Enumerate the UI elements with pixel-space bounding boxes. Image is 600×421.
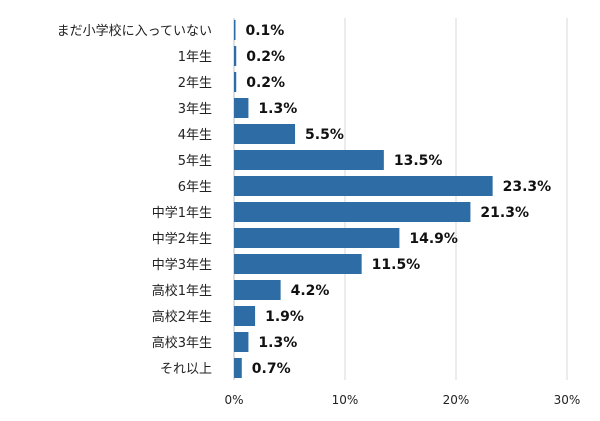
category-label: まだ小学校に入っていない bbox=[57, 23, 212, 39]
x-tick-label: 0% bbox=[224, 393, 243, 407]
category-label: 高校3年生 bbox=[152, 335, 212, 351]
category-label: 高校2年生 bbox=[152, 309, 212, 325]
bar bbox=[234, 228, 400, 248]
bar bbox=[234, 124, 296, 144]
data-label: 14.9% bbox=[409, 231, 458, 247]
data-label: 11.5% bbox=[372, 257, 421, 273]
category-label: 中学3年生 bbox=[152, 257, 212, 273]
data-label: 1.3% bbox=[258, 335, 297, 351]
x-tick-label: 10% bbox=[332, 393, 359, 407]
bar bbox=[234, 332, 249, 352]
category-label: 中学1年生 bbox=[152, 205, 212, 221]
bar bbox=[234, 72, 237, 92]
category-label: 高校1年生 bbox=[152, 283, 212, 299]
category-label: それ以上 bbox=[160, 362, 212, 377]
data-label: 0.2% bbox=[246, 75, 285, 91]
bar bbox=[234, 202, 471, 222]
category-label: 中学2年生 bbox=[152, 231, 212, 247]
bar bbox=[234, 46, 237, 66]
bar bbox=[234, 280, 281, 300]
bar bbox=[234, 20, 236, 40]
data-label: 21.3% bbox=[480, 205, 529, 221]
data-label: 0.7% bbox=[252, 361, 291, 377]
data-label: 1.3% bbox=[258, 101, 297, 117]
category-label: 3年生 bbox=[178, 102, 212, 117]
data-label: 1.9% bbox=[265, 309, 304, 325]
value-labels: 0.1% 0.2% 0.2% 1.3% 5.5% 13.5% 23.3% 21.3% 14.9%… bbox=[246, 23, 552, 377]
bars bbox=[234, 20, 493, 378]
data-label: 4.2% bbox=[291, 283, 330, 299]
category-labels: まだ小学校に入っていない 1年生 2年生 3年生 4年生 5年生 6年生中学1年生中学2年生… bbox=[57, 23, 212, 377]
category-label: 1年生 bbox=[178, 50, 212, 65]
bar bbox=[234, 254, 362, 274]
bar bbox=[234, 358, 242, 378]
x-axis-tick-labels: 0% 10% 20% 30% bbox=[224, 393, 580, 407]
x-tick-label: 30% bbox=[554, 393, 581, 407]
data-label: 13.5% bbox=[394, 153, 443, 169]
category-label: 5年生 bbox=[178, 154, 212, 169]
data-label: 23.3% bbox=[503, 179, 552, 195]
grid-lines bbox=[233, 18, 568, 380]
bar bbox=[234, 306, 256, 326]
category-label: 2年生 bbox=[178, 76, 212, 91]
bar bbox=[234, 150, 384, 170]
x-tick-label: 20% bbox=[443, 393, 470, 407]
data-label: 5.5% bbox=[305, 127, 344, 143]
bar bbox=[234, 98, 249, 118]
category-label: 4年生 bbox=[178, 128, 212, 143]
data-label: 0.2% bbox=[246, 49, 285, 65]
data-label: 0.1% bbox=[246, 23, 285, 39]
bar bbox=[234, 176, 493, 196]
category-label: 6年生 bbox=[178, 180, 212, 195]
